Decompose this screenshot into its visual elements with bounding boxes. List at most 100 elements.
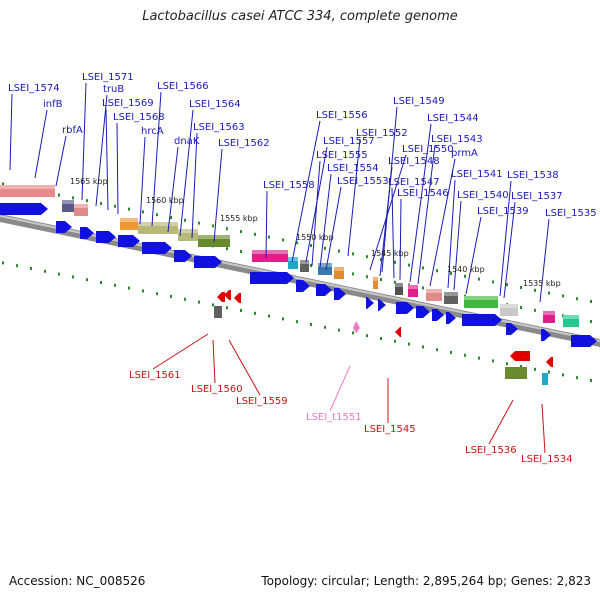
gene-label: LSEI_1557 <box>323 136 375 147</box>
accession-text: Accession: NC_008526 <box>9 574 146 588</box>
gene-label: LSEI_1569 <box>102 98 154 109</box>
feature-box <box>334 267 344 279</box>
feature-box-shine <box>500 304 518 308</box>
tick-dot <box>422 345 424 349</box>
gene-label: LSEI_1552 <box>356 128 408 139</box>
forward-gene-arrow <box>432 309 444 321</box>
tick-dot <box>408 342 410 346</box>
feature-boxes <box>0 185 579 385</box>
tick-dot <box>72 196 74 200</box>
feature-box <box>0 185 55 197</box>
tick-dot <box>562 294 564 298</box>
tick-dot <box>506 283 508 287</box>
forward-gene-arrow <box>506 323 518 335</box>
gene-label: infB <box>43 99 63 110</box>
feature-box <box>300 260 309 272</box>
leader-line <box>311 160 321 267</box>
tick-dot <box>198 300 200 304</box>
tick-dot <box>548 291 550 295</box>
feature-box <box>74 204 88 216</box>
tick-dot <box>212 224 214 228</box>
tick-dot <box>590 300 592 303</box>
tick-dot <box>366 334 368 338</box>
gene-label: LSEI_1548 <box>388 156 440 167</box>
tick-dot <box>268 314 270 318</box>
tick-dot <box>422 266 424 270</box>
reverse-gene-arrow <box>546 357 553 367</box>
leader-line <box>55 135 67 187</box>
tick-dot <box>548 370 550 374</box>
feature-box-shine <box>426 289 442 293</box>
reverse-gene-arrow <box>224 290 231 300</box>
forward-gene-arrow <box>80 227 94 239</box>
gene-label: LSEI_1553 <box>337 176 389 187</box>
feature-box-shine <box>300 260 309 264</box>
leader-line <box>499 180 512 297</box>
tick-dot <box>492 280 494 284</box>
reverse-gene-arrow <box>395 327 401 337</box>
tick-dot <box>590 379 592 382</box>
leader-line <box>167 146 179 233</box>
scale-label: 1550 kbp <box>296 233 334 242</box>
gene-label: LSEI_1544 <box>427 113 479 124</box>
tick-dot <box>394 280 396 284</box>
tick-dot <box>576 297 578 301</box>
tick-dot <box>268 235 270 239</box>
tick-dot <box>156 292 158 296</box>
gene-arrows <box>0 203 597 367</box>
feature-box <box>444 292 458 304</box>
tick-dot <box>282 317 284 321</box>
scale-label: 1560 kbp <box>146 196 184 205</box>
tick-dot <box>296 241 298 245</box>
tick-dot <box>338 249 340 253</box>
forward-gene-arrow <box>446 312 456 324</box>
tick-dot <box>240 230 242 233</box>
leader-line <box>488 399 514 445</box>
leader-line <box>179 109 194 237</box>
tick-dot <box>520 306 522 309</box>
feature-box-shine <box>62 200 74 204</box>
feature-box <box>318 263 332 275</box>
gene-label: LSEI_1536 <box>465 445 517 456</box>
leader-line <box>399 198 402 281</box>
feature-box <box>178 229 198 241</box>
tick-dot <box>100 281 102 284</box>
tick-dot <box>464 274 466 278</box>
forward-gene-arrow <box>142 242 172 254</box>
tick-dot <box>324 325 326 329</box>
tick-dot <box>590 320 592 323</box>
gene-label: rbfA <box>62 125 83 136</box>
forward-gene-arrow <box>334 288 346 300</box>
feature-box <box>464 296 498 308</box>
tick-dot <box>352 252 354 256</box>
tick-dot <box>86 199 88 203</box>
leader-line <box>369 154 407 271</box>
tick-dot <box>240 309 242 312</box>
gene-label: LSEI_1562 <box>218 138 270 149</box>
feature-box <box>505 367 527 379</box>
forward-gene-arrow <box>96 231 116 243</box>
tick-dot <box>534 308 536 312</box>
reverse-gene-arrow <box>217 292 225 302</box>
gene-label: LSEI_1558 <box>263 180 315 191</box>
tick-dot <box>338 328 340 332</box>
gene-label: LSEI_1549 <box>393 96 445 107</box>
feature-box <box>288 257 298 269</box>
tick-dot <box>30 267 32 270</box>
gene-label: LSEI_1574 <box>8 83 60 94</box>
gene-label: LSEI_1540 <box>457 190 509 201</box>
gene-label: truB <box>103 84 124 95</box>
gene-label: LSEI_1539 <box>477 206 529 217</box>
reverse-gene-arrow <box>234 293 241 303</box>
tick-dot <box>282 238 284 242</box>
leader-line <box>319 173 332 269</box>
leader-line <box>329 365 351 412</box>
leader-line <box>212 339 216 384</box>
map-title: Lactobacillus casei ATCC 334, complete g… <box>142 9 458 24</box>
tick-dot <box>296 320 298 324</box>
leader-line <box>191 132 198 239</box>
leader-line <box>503 201 516 299</box>
tick-dot <box>226 306 228 310</box>
gene-labels: LSEI_1574infBrbfALSEI_1571truBLSEI_1569L… <box>8 72 597 465</box>
